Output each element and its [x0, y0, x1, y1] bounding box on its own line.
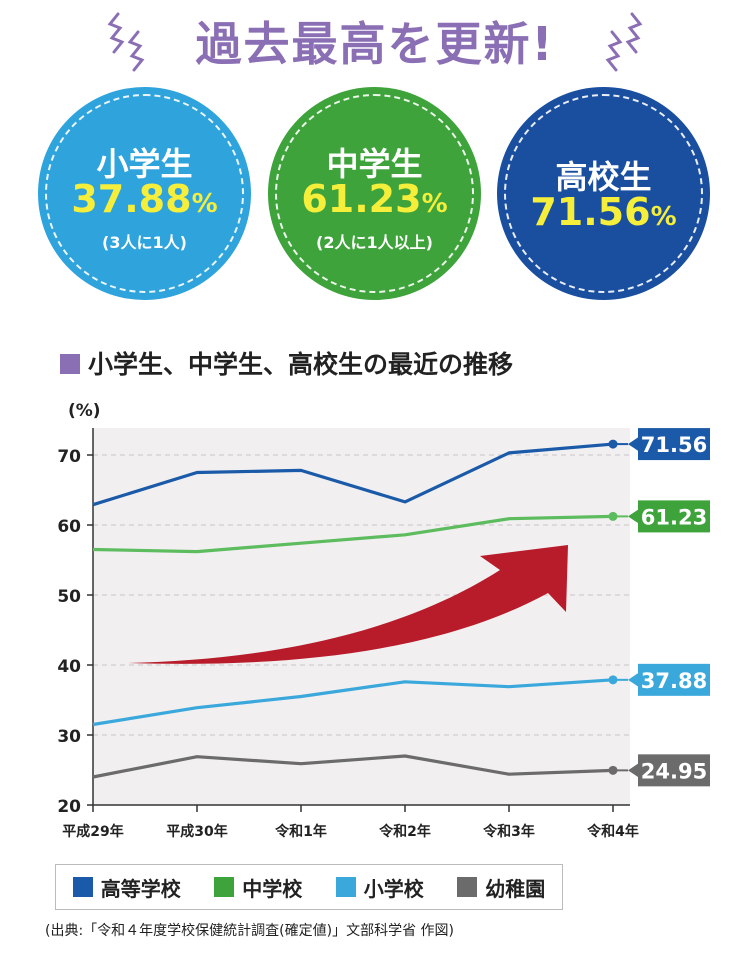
- x-tick-label: 令和3年: [482, 823, 535, 840]
- y-tick-label: 20: [57, 797, 81, 817]
- circle-sub: (3人に1人): [102, 233, 187, 252]
- end-label-box: [638, 500, 710, 533]
- circle-label: 小学生: [96, 145, 193, 183]
- circle-value: 71.56%: [530, 190, 677, 234]
- series-line: [92, 678, 614, 727]
- legend-item: 中学校: [214, 873, 302, 902]
- circle-label: 高校生: [555, 158, 652, 196]
- y-tick-label: 30: [57, 727, 81, 747]
- series-line: [92, 514, 614, 554]
- end-label: 24.95: [641, 759, 707, 783]
- legend-item: 高等学校: [72, 873, 181, 902]
- circle-label: 中学生: [326, 145, 423, 183]
- circle-ring: [504, 94, 703, 293]
- legend-swatch: [214, 877, 235, 897]
- circle-value: 61.23%: [301, 177, 448, 221]
- x-tick-label: 平成30年: [166, 823, 227, 840]
- end-label: 71.56: [641, 433, 707, 457]
- square-bullet-icon: [60, 354, 80, 374]
- label-pointer: [628, 762, 640, 779]
- legend-swatch: [72, 877, 93, 897]
- line-chart: 20 30 40 50 60 70 (%) 平成29年 平成30年 令和1年 令和2年 令和3年 令和…: [57, 401, 710, 840]
- circle-ring: [45, 94, 244, 293]
- end-label: 61.23: [641, 505, 707, 529]
- legend-item: 小学校: [335, 873, 424, 902]
- y-tick-label: 50: [57, 587, 81, 607]
- series-line: [92, 754, 614, 779]
- label-pointer: [628, 671, 640, 688]
- legend-item: 幼稚園: [457, 873, 545, 902]
- y-tick-label: 70: [57, 447, 81, 467]
- y-tick-label: 60: [57, 517, 81, 537]
- circle-value: 37.88%: [71, 177, 218, 221]
- trend-arrow-icon: [128, 545, 568, 664]
- series-line: [92, 442, 614, 507]
- x-tick-label: 平成29年: [62, 823, 123, 840]
- legend-swatch: [457, 877, 478, 897]
- end-label-box: [638, 754, 710, 787]
- circle-ring: [275, 94, 474, 293]
- legend: 高等学校 中学校 小学校 幼稚園: [55, 864, 563, 910]
- legend-swatch: [335, 877, 356, 897]
- circle-high-school: 高校生 71.56%: [497, 87, 710, 300]
- y-axis-label: (%): [68, 401, 101, 421]
- headline: 過去最高を更新!: [195, 17, 555, 71]
- y-tick-label: 40: [57, 657, 81, 677]
- circle-junior-high: 中学生 61.23% (2人に1人以上): [268, 87, 481, 300]
- plot-background: [93, 428, 630, 805]
- right-zigzag-icon: [605, 12, 643, 72]
- end-label-box: [638, 663, 710, 696]
- circle-sub: (2人に1人以上): [316, 233, 433, 252]
- end-label-box: [638, 428, 710, 461]
- x-tick-label: 令和4年: [586, 823, 639, 840]
- end-label: 37.88: [641, 669, 707, 693]
- label-pointer: [628, 508, 640, 525]
- source-note: (出典:「令和４年度学校保健統計調査(確定値)」文部科学省 作図): [45, 923, 455, 939]
- circle-elementary: 小学生 37.88% (3人に1人): [38, 87, 251, 300]
- left-zigzag-icon: [107, 12, 145, 72]
- label-pointer: [628, 436, 640, 453]
- x-tick-label: 令和2年: [378, 823, 431, 840]
- section-title: 小学生、中学生、高校生の最近の推移: [60, 345, 513, 381]
- x-tick-label: 令和1年: [274, 823, 327, 840]
